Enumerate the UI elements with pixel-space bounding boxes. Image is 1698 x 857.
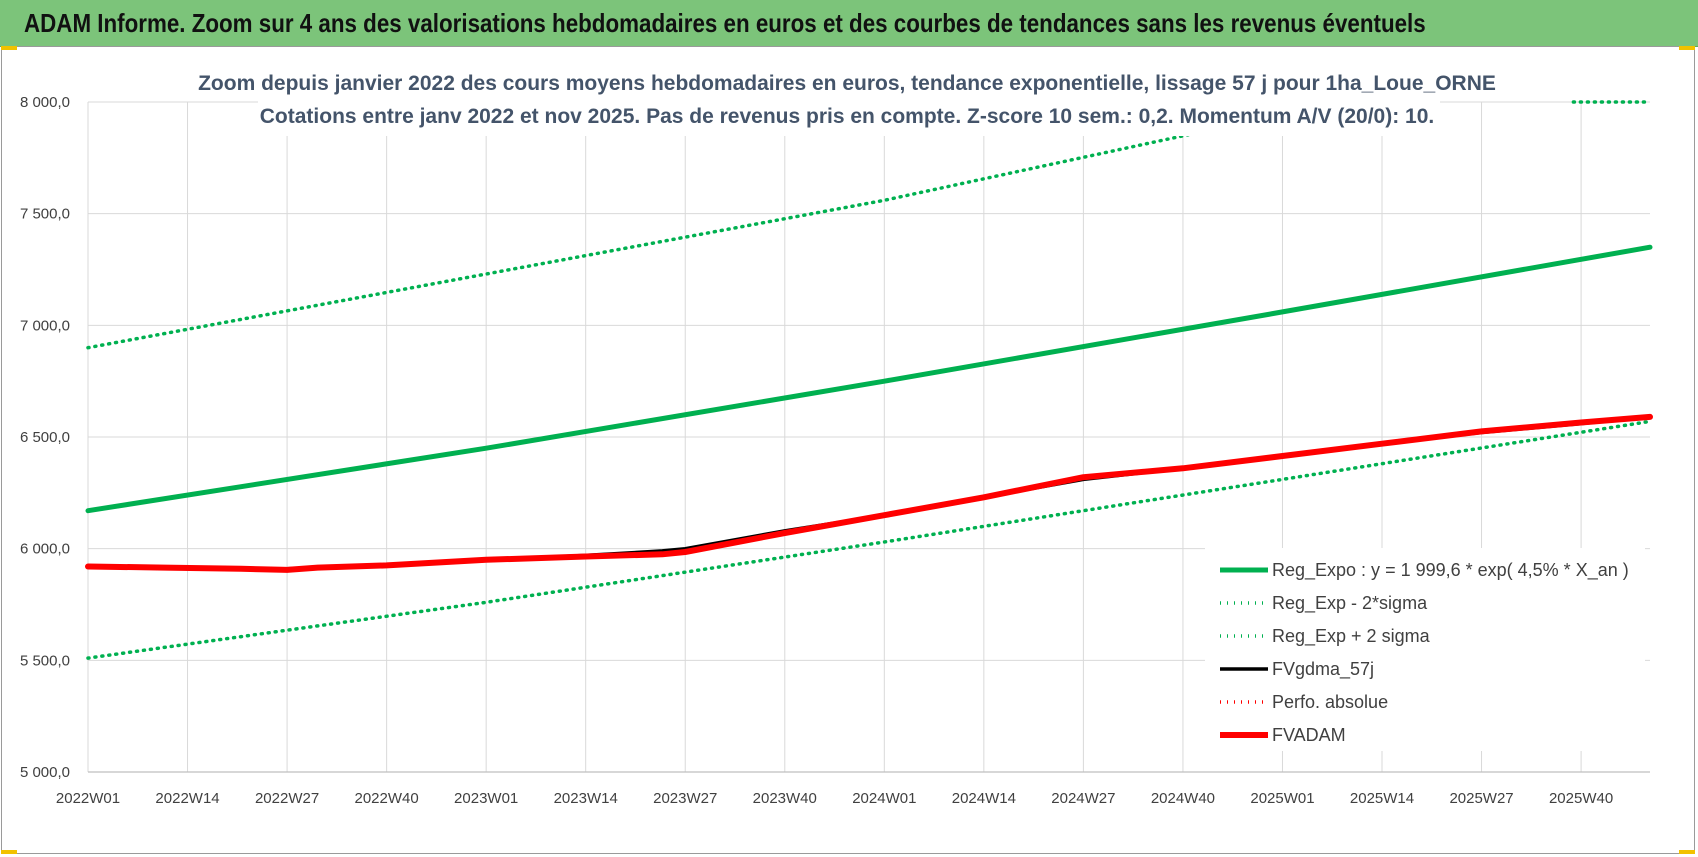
legend-label: Perfo. absolue: [1272, 692, 1388, 712]
frame-corner-marker: [1679, 46, 1695, 50]
legend-label: FVgdma_57j: [1272, 659, 1374, 680]
y-tick-label: 6 000,0: [20, 541, 70, 558]
x-tick-label: 2022W01: [56, 790, 120, 807]
legend: Reg_Expo : y = 1 999,6 * exp( 4,5% * X_a…: [1205, 548, 1645, 751]
x-tick-label: 2025W14: [1350, 790, 1414, 807]
frame-corner-marker: [1, 46, 17, 50]
series-line-fvadam: [85, 413, 1653, 573]
y-tick-label: 8 000,0: [20, 94, 70, 111]
series-line-reg-exp-2-sigma: [86, 122, 1239, 350]
x-tick-label: 2022W14: [155, 790, 219, 807]
series-lines: [85, 100, 1653, 660]
x-tick-label: 2025W01: [1250, 790, 1314, 807]
x-tick-label: 2023W14: [554, 790, 618, 807]
legend-label: FVADAM: [1272, 725, 1346, 745]
chart-frame: [1, 46, 1695, 854]
x-tick-label: 2024W27: [1051, 790, 1115, 807]
x-tick-label: 2022W27: [255, 790, 319, 807]
x-tick-label: 2025W40: [1549, 790, 1613, 807]
x-tick-label: 2024W01: [852, 790, 916, 807]
x-tick-label: 2023W27: [653, 790, 717, 807]
legend-label: Reg_Expo : y = 1 999,6 * exp( 4,5% * X_a…: [1272, 560, 1629, 581]
y-tick-label: 5 500,0: [20, 652, 70, 669]
series-line-reg-expo-y-1-999-6-exp-4-5-x-an: [85, 244, 1653, 514]
x-tick-label: 2024W14: [952, 790, 1016, 807]
x-tick-label: 2025W27: [1449, 790, 1513, 807]
chart-subtitle: Cotations entre janv 2022 et nov 2025. P…: [260, 105, 1434, 128]
legend-label: Reg_Exp - 2*sigma: [1272, 593, 1428, 614]
y-axis-ticks: 5 000,0 5 500,0 6 000,0 6 500,0 7 000,0 7 500…: [20, 94, 70, 781]
frame-corner-marker: [1679, 850, 1695, 854]
series-line-reg-exp-2-sigma: [86, 419, 1652, 660]
frame-corner-marker: [1, 850, 17, 854]
title-backdrop: [258, 64, 1440, 136]
x-tick-label: 2023W01: [454, 790, 518, 807]
x-tick-label: 2024W40: [1151, 790, 1215, 807]
x-tick-label: 2023W40: [753, 790, 817, 807]
y-tick-label: 7 000,0: [20, 317, 70, 334]
y-tick-label: 6 500,0: [20, 429, 70, 446]
y-tick-label: 5 000,0: [20, 764, 70, 781]
chart-title: Zoom depuis janvier 2022 des cours moyen…: [198, 72, 1496, 95]
x-tick-label: 2022W40: [355, 790, 419, 807]
legend-background: [1205, 548, 1645, 751]
title-banner: ADAM Informe. Zoom sur 4 ans des valoris…: [0, 0, 1698, 47]
y-tick-label: 7 500,0: [20, 206, 70, 223]
legend-label: Reg_Exp + 2 sigma: [1272, 626, 1431, 647]
banner-title: ADAM Informe. Zoom sur 4 ans des valoris…: [24, 8, 1426, 38]
x-axis-ticks: 2022W01 2022W14 2022W27 2022W40 2023W01 2023W…: [56, 790, 1613, 807]
